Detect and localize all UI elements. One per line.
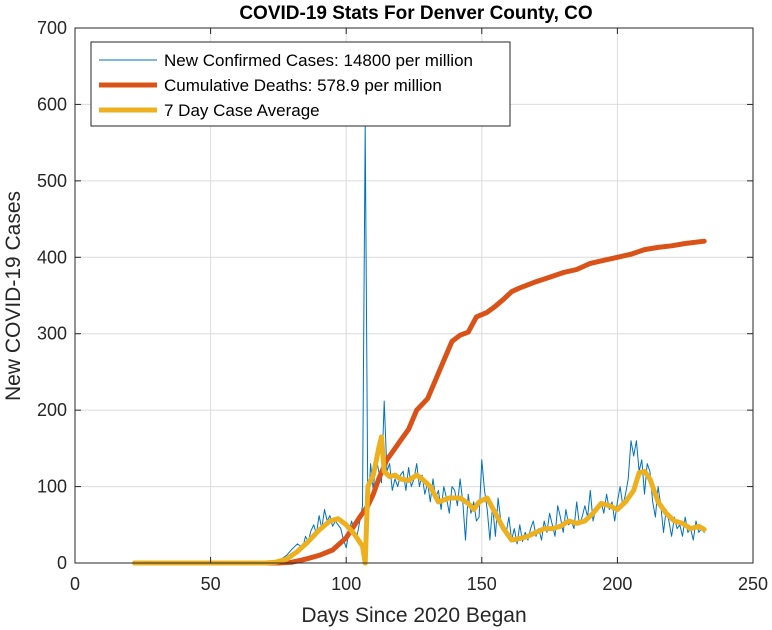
y-tick-label: 400 [37, 247, 67, 267]
y-tick-label: 600 [37, 94, 67, 114]
y-tick-label: 300 [37, 324, 67, 344]
legend-box [90, 41, 511, 127]
legend: New Confirmed Cases: 14800 per million Cu… [90, 41, 511, 127]
y-tick-label: 700 [37, 18, 67, 38]
x-tick-label: 150 [467, 574, 497, 594]
seven-day-average-line [132, 434, 707, 566]
x-tick-label: 100 [331, 574, 361, 594]
x-tick-label: 250 [738, 574, 768, 594]
legend-entry-seven-day-average-label: 7 Day Case Average [164, 101, 320, 120]
x-tick-label: 200 [602, 574, 632, 594]
legend-entry-new-cases-label: New Confirmed Cases: 14800 per million [164, 51, 473, 70]
x-tick-label: 50 [201, 574, 221, 594]
axis-ticks: 0 50 100 150 200 250 0 100 200 300 400 500 600 700 [37, 18, 768, 594]
cumulative-deaths-line [132, 238, 707, 566]
x-axis-label: Days Since 2020 Began [301, 604, 526, 627]
plot-frame [74, 27, 754, 564]
y-tick-label: 500 [37, 171, 67, 191]
y-tick-label: 0 [57, 553, 67, 573]
series-layer [132, 125, 707, 566]
y-tick-label: 100 [37, 477, 67, 497]
legend-entry-cumulative-deaths-label: Cumulative Deaths: 578.9 per million [164, 76, 442, 95]
y-tick-label: 200 [37, 400, 67, 420]
chart-title: COVID-19 Stats For Denver County, CO [239, 3, 592, 24]
y-axis-label: New COVID-19 Cases [2, 191, 25, 401]
x-tick-label: 0 [70, 574, 80, 594]
